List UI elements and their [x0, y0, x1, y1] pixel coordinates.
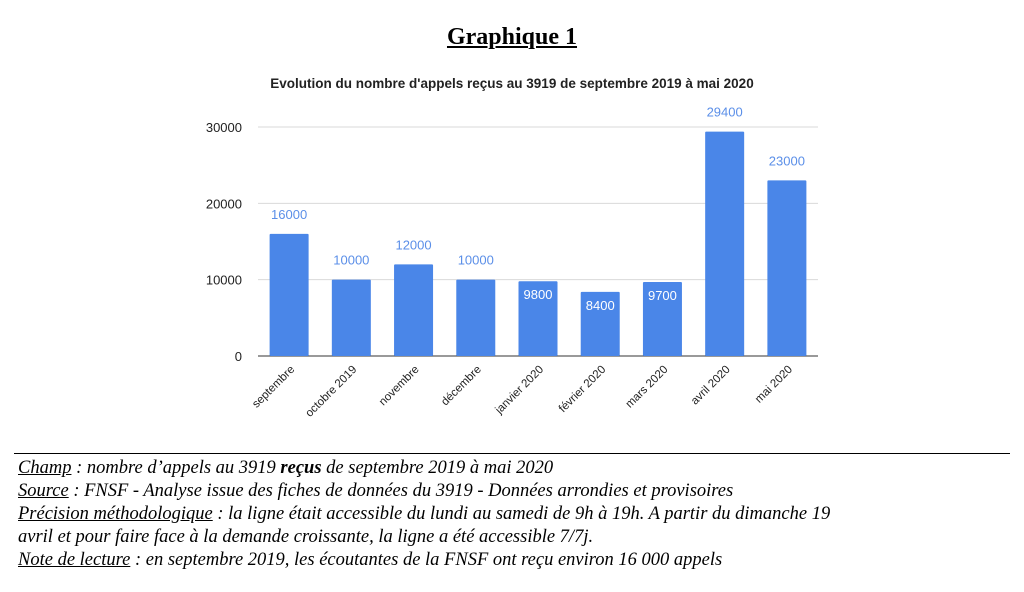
note-precision-text: : la ligne était accessible du lundi au …	[212, 504, 831, 524]
bar	[456, 279, 496, 356]
bar	[269, 233, 309, 356]
x-tick-label: février 2020	[557, 364, 608, 415]
bar	[705, 131, 745, 356]
y-tick-label: 10000	[206, 273, 242, 288]
note-precision: Précision méthodologique : la ligne étai…	[18, 503, 1008, 526]
x-tick-label: mai 2020	[753, 364, 795, 406]
chart-notes: Champ : nombre d’appels au 3919 reçus de…	[18, 457, 1008, 572]
note-lecture: Note de lecture : en septembre 2019, les…	[18, 549, 1008, 572]
data-label: 10000	[458, 253, 494, 268]
note-champ-bold: reçus	[280, 458, 322, 478]
x-tick-label: décembre	[439, 364, 484, 409]
note-source-text: : FNSF - Analyse issue des fiches de don…	[68, 481, 734, 501]
data-label: 10000	[333, 253, 369, 268]
page-heading: Graphique 1	[446, 24, 578, 50]
x-tick-label: octobre 2019	[303, 364, 359, 420]
bar	[767, 180, 807, 356]
note-champ-label: Champ	[18, 458, 72, 478]
x-tick-label: janvier 2020	[493, 364, 546, 417]
note-lecture-text: : en septembre 2019, les écoutantes de l…	[130, 550, 723, 570]
data-label: 29400	[707, 105, 743, 120]
note-precision-text-2: avril et pour faire face à la demande cr…	[18, 527, 594, 547]
data-label: 8400	[586, 298, 615, 313]
bar	[394, 264, 434, 356]
note-lecture-label: Note de lecture	[18, 550, 131, 570]
data-label: 23000	[769, 153, 805, 168]
note-precision-label: Précision méthodologique	[18, 504, 213, 524]
note-precision-continued: avril et pour faire face à la demande cr…	[18, 526, 1008, 549]
x-tick-label: novembre	[377, 364, 422, 409]
y-tick-label: 20000	[206, 196, 242, 211]
data-label: 9700	[648, 288, 677, 303]
divider	[14, 453, 1010, 454]
data-label: 16000	[271, 207, 307, 222]
note-champ-text-end: de septembre 2019 à mai 2020	[321, 458, 554, 478]
note-source-label: Source	[18, 481, 69, 501]
y-tick-label: 30000	[206, 120, 242, 135]
bar	[642, 281, 682, 356]
bar	[331, 279, 371, 356]
bar	[580, 291, 620, 356]
note-champ-text: : nombre d’appels au 3919	[71, 458, 281, 478]
bar	[518, 281, 558, 356]
note-source: Source : FNSF - Analyse issue des fiches…	[18, 480, 1008, 503]
bar-chart: Evolution du nombre d'appels reçus au 39…	[206, 76, 818, 420]
note-champ: Champ : nombre d’appels au 3919 reçus de…	[18, 457, 1008, 480]
chart-title: Evolution du nombre d'appels reçus au 39…	[270, 76, 753, 91]
data-label: 9800	[524, 287, 553, 302]
x-tick-label: mars 2020	[624, 364, 671, 411]
x-tick-label: avril 2020	[689, 364, 733, 408]
x-tick-label: septembre	[250, 364, 297, 411]
data-label: 12000	[395, 237, 431, 252]
y-tick-label: 0	[235, 349, 242, 364]
